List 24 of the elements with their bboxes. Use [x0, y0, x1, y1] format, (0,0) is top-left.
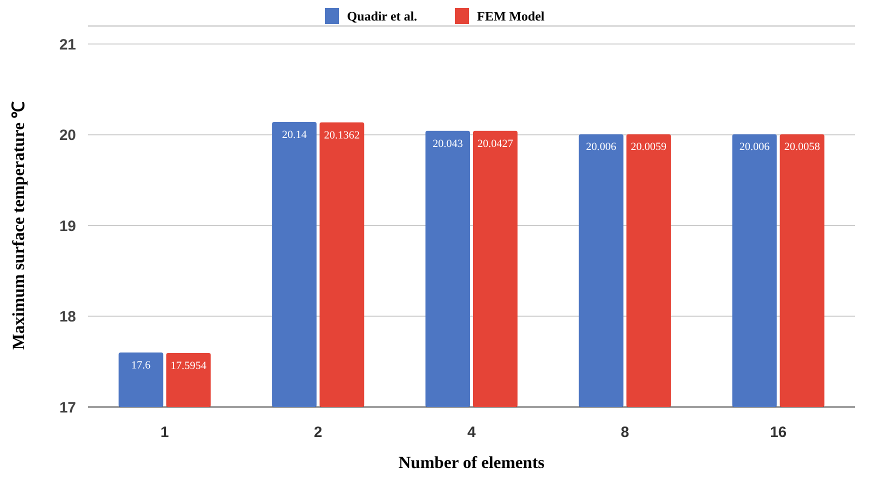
y-tick-label: 18 — [59, 308, 76, 326]
data-label: 17.5954 — [170, 360, 207, 372]
data-label: 20.0427 — [477, 138, 514, 150]
data-label: 17.6 — [131, 360, 152, 372]
y-tick-label: 19 — [59, 218, 76, 235]
x-tick-label: 16 — [770, 424, 787, 441]
x-axis-title: Number of elements — [398, 453, 545, 472]
data-label: 20.006 — [586, 141, 617, 154]
x-tick-label: 8 — [620, 424, 630, 441]
data-label: 20.0058 — [784, 141, 820, 154]
data-label: 20.0059 — [630, 141, 668, 154]
x-tick-label: 4 — [467, 424, 476, 441]
y-tick-label: 17 — [59, 399, 76, 416]
y-axis-title: Maximum surface temperature ℃ — [9, 101, 28, 350]
data-label: 20.006 — [739, 141, 770, 154]
data-label: 20.043 — [432, 138, 464, 150]
legend-label: Quadir et al. — [347, 8, 418, 24]
legend-label: FEM Model — [477, 8, 545, 24]
data-label: 20.1362 — [324, 129, 360, 142]
y-tick-label: 21 — [59, 36, 76, 54]
y-tick-label: 20 — [59, 127, 76, 144]
x-tick-label: 2 — [314, 424, 322, 441]
x-tick-label: 1 — [160, 424, 169, 441]
data-label: 20.14 — [282, 129, 308, 142]
